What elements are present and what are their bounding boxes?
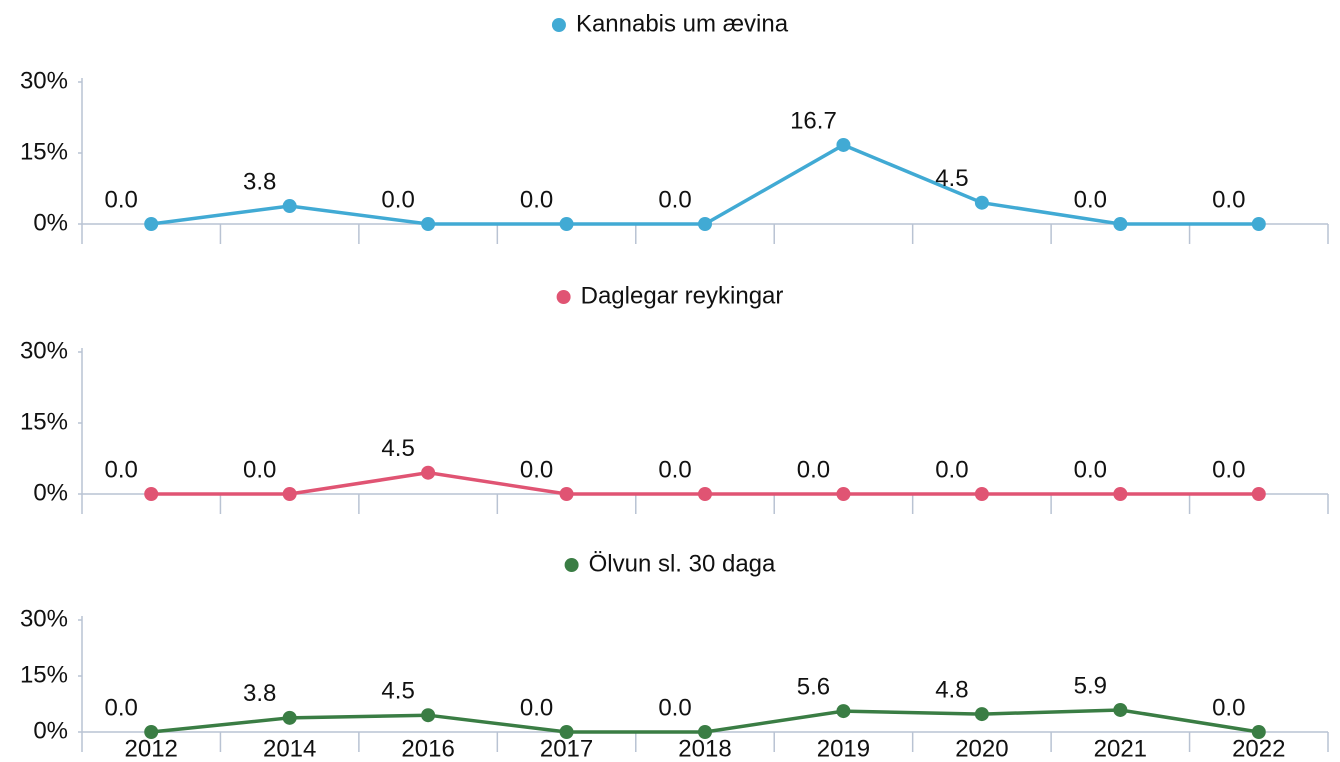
y-tick-label: 0% [33,209,68,236]
y-tick-label: 15% [20,138,68,165]
data-point [974,487,989,501]
data-label: 0.0 [520,694,553,721]
x-tick-label: 2018 [678,735,731,762]
y-tick-label: 30% [20,67,68,94]
data-label: 0.0 [243,456,276,483]
data-label: 5.6 [797,673,830,700]
data-point [421,708,436,723]
data-label: 0.0 [105,186,138,213]
x-tick-label: 2014 [263,735,316,762]
data-point [144,487,159,501]
x-tick-label: 2017 [540,735,593,762]
data-label: 0.0 [1212,694,1245,721]
legend-label: Kannabis um ævina [576,10,789,37]
data-label: 0.0 [797,456,830,483]
legend-marker [564,558,579,572]
legend-label: Ölvun sl. 30 daga [589,550,776,577]
data-point [282,199,297,214]
data-point [421,217,436,231]
data-point [836,704,851,719]
data-label: 0.0 [105,456,138,483]
data-label: 3.8 [243,168,276,195]
data-point [836,137,851,152]
data-point [1113,217,1128,231]
data-point [144,725,159,739]
data-point [1113,702,1128,717]
legend-marker [551,18,566,32]
y-tick-label: 0% [33,717,68,744]
data-point [1251,487,1266,501]
data-label: 0.0 [658,186,691,213]
legend-marker [556,290,571,304]
data-label: 0.0 [658,456,691,483]
data-point [282,487,297,501]
data-point [698,487,712,501]
y-tick-label: 30% [20,337,68,364]
data-point [559,725,574,739]
data-label: 16.7 [790,107,837,134]
y-tick-label: 0% [33,479,68,506]
data-point [1251,217,1266,231]
data-label: 5.9 [1074,672,1107,699]
data-point [974,195,989,210]
data-label: 0.0 [658,694,691,721]
data-point [144,217,159,231]
data-label: 0.0 [935,456,968,483]
data-point [698,725,712,739]
data-label: 0.0 [520,456,553,483]
x-tick-label: 2012 [125,735,178,762]
data-label: 0.0 [1074,186,1107,213]
x-tick-label: 2020 [955,735,1008,762]
data-point [974,707,989,722]
data-point [559,487,574,501]
y-tick-label: 30% [20,605,68,632]
data-label: 4.5 [381,435,414,462]
data-label: 4.8 [935,676,968,703]
data-point [282,710,297,725]
data-label: 0.0 [1212,456,1245,483]
data-label: 4.5 [935,165,968,192]
data-label: 0.0 [1074,456,1107,483]
x-tick-label: 2019 [817,735,870,762]
y-tick-label: 15% [20,408,68,435]
data-point [698,217,712,231]
data-point [1113,487,1128,501]
legend-label: Daglegar reykingar [581,282,784,309]
data-label: 0.0 [520,186,553,213]
data-point [1251,725,1266,739]
data-point [421,465,436,480]
y-tick-label: 15% [20,661,68,688]
data-label: 0.0 [381,186,414,213]
x-tick-label: 2021 [1094,735,1147,762]
data-label: 4.5 [381,678,414,705]
data-point [559,217,574,231]
data-label: 0.0 [1212,186,1245,213]
data-label: 3.8 [243,680,276,707]
x-tick-label: 2022 [1232,735,1285,762]
data-label: 0.0 [105,694,138,721]
x-tick-label: 2016 [401,735,454,762]
data-point [836,487,851,501]
